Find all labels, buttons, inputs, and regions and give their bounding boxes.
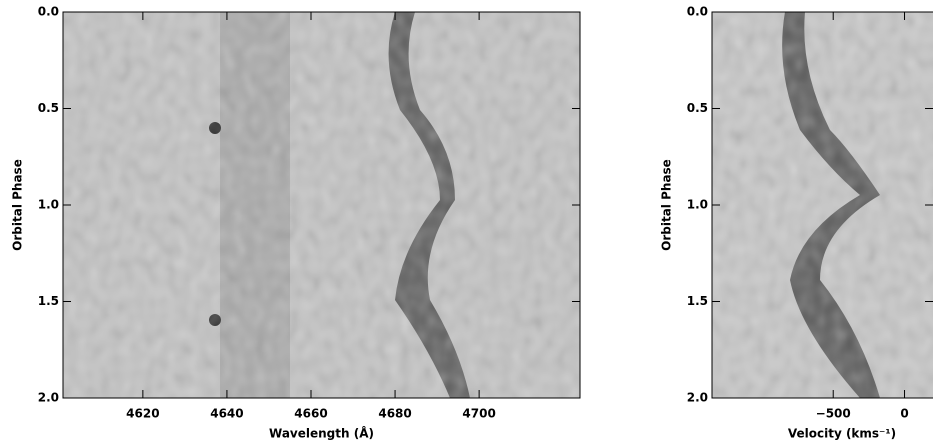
x-tick-label: 0 bbox=[900, 407, 908, 421]
x-tick-label: 4660 bbox=[294, 407, 327, 421]
x-axis-label: Velocity (kms⁻¹) bbox=[788, 427, 896, 441]
x-tick-label: 4680 bbox=[378, 407, 411, 421]
y-tick-label: 2.0 bbox=[687, 391, 708, 405]
velocity-spectrum-image bbox=[712, 12, 933, 398]
y-axis-label: Orbital Phase bbox=[660, 159, 674, 251]
trailed-spectrum-image bbox=[63, 12, 580, 398]
y-tick-label: 1.5 bbox=[687, 294, 708, 308]
x-tick-label: 4640 bbox=[210, 407, 243, 421]
x-tick-label: −500 bbox=[816, 407, 851, 421]
y-tick-label: 1.0 bbox=[687, 198, 708, 212]
y-tick-label: 0.5 bbox=[687, 101, 708, 115]
x-tick-label: 4620 bbox=[126, 407, 159, 421]
y-axis-label: Orbital Phase bbox=[11, 159, 25, 251]
y-tick-label: 2.0 bbox=[38, 391, 59, 405]
x-tick-label: 4700 bbox=[462, 407, 495, 421]
y-tick-label: 1.0 bbox=[38, 198, 59, 212]
y-tick-label: 0.0 bbox=[38, 5, 59, 19]
y-tick-label: 1.5 bbox=[38, 294, 59, 308]
x-axis-label: Wavelength (Å) bbox=[269, 426, 374, 441]
y-tick-label: 0.0 bbox=[687, 5, 708, 19]
y-tick-label: 0.5 bbox=[38, 101, 59, 115]
